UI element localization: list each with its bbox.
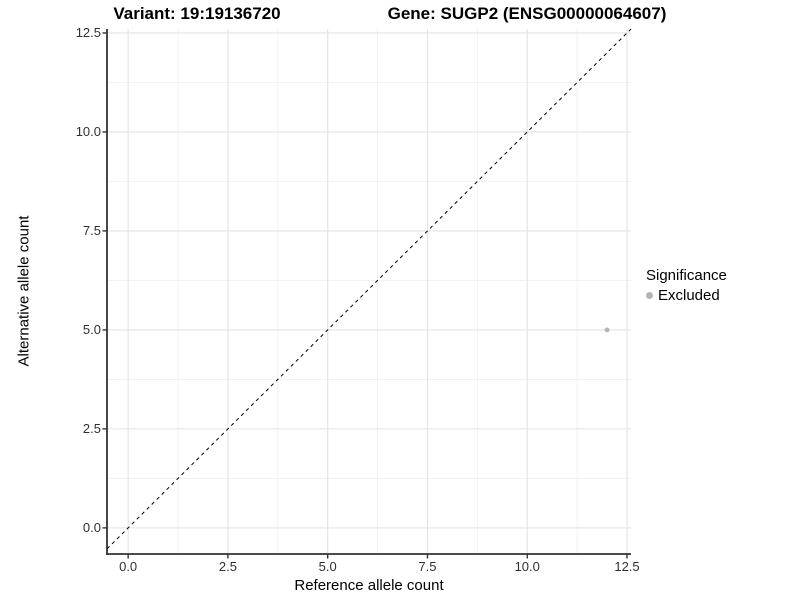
x-tick-label: 2.5 <box>218 559 237 574</box>
x-tick-label: 0.0 <box>119 559 138 574</box>
y-tick-label: 5.0 <box>82 322 101 338</box>
legend-dot-icon <box>646 292 653 299</box>
y-tick-label: 2.5 <box>82 421 101 437</box>
gene-title: Gene: SUGP2 (ENSG00000064607) <box>387 4 667 23</box>
y-tick-label: 0.0 <box>82 520 101 536</box>
x-tick-label: 5.0 <box>318 559 337 574</box>
legend: Significance Excluded <box>646 267 727 304</box>
data-point <box>604 327 610 333</box>
y-axis-title: Alternative allele count <box>15 215 33 367</box>
legend-title: Significance <box>646 267 727 284</box>
identity-dashed-line <box>106 28 632 550</box>
variant-title: Variant: 19:19136720 <box>113 4 281 23</box>
x-tick-label: 7.5 <box>418 559 437 574</box>
y-tick-label: 10.0 <box>75 124 101 140</box>
legend-entry-excluded: Excluded <box>646 287 727 304</box>
x-tick-label: 12.5 <box>614 559 640 574</box>
x-tick-label: 10.0 <box>514 559 540 574</box>
legend-entry-label: Excluded <box>658 287 720 304</box>
x-axis-title: Reference allele count <box>294 577 444 594</box>
legend-entries: Excluded <box>646 287 727 304</box>
y-tick-label: 12.5 <box>75 25 101 41</box>
y-tick-label: 7.5 <box>82 223 101 239</box>
